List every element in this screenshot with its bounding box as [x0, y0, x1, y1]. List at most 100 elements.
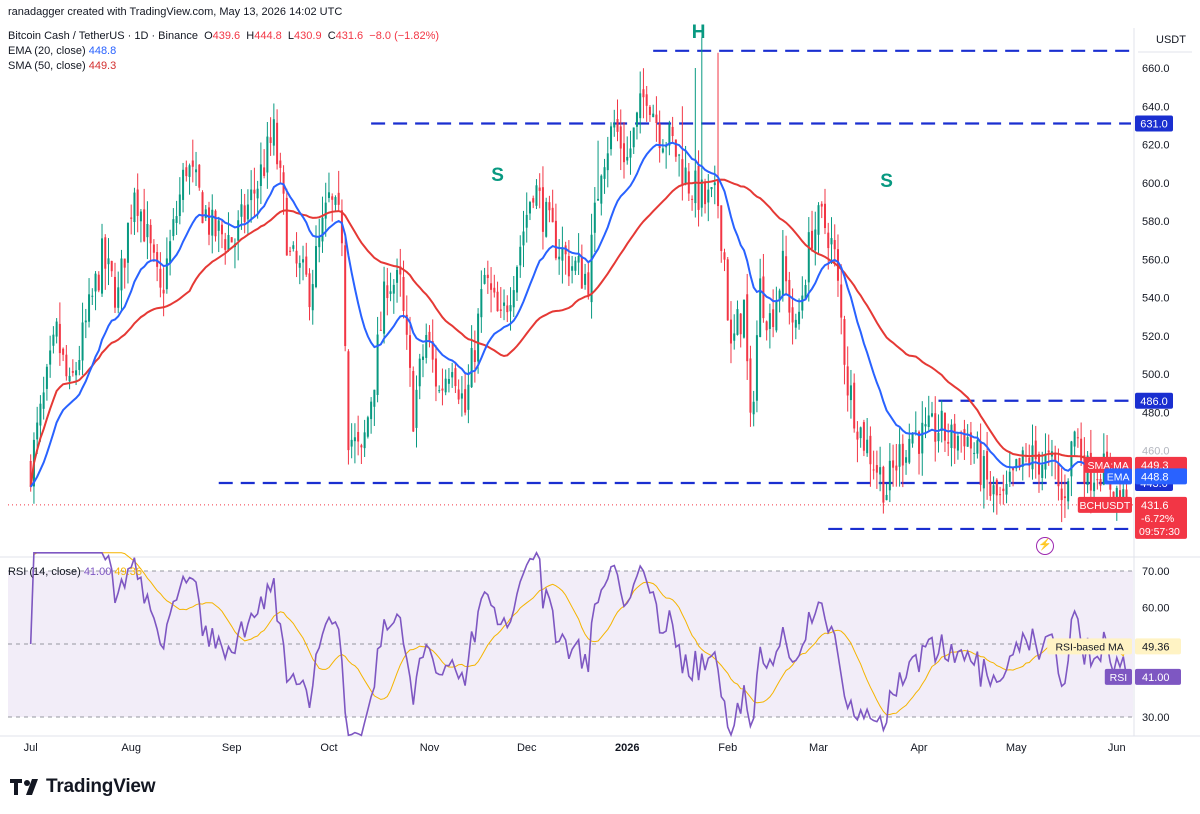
candle[interactable]: [516, 265, 519, 301]
candle[interactable]: [804, 279, 807, 301]
candle[interactable]: [723, 248, 726, 272]
candle[interactable]: [613, 109, 616, 137]
candle[interactable]: [811, 210, 814, 252]
candle[interactable]: [535, 179, 538, 210]
candle[interactable]: [418, 353, 421, 400]
candle[interactable]: [963, 419, 966, 460]
candle[interactable]: [438, 385, 441, 394]
candle[interactable]: [227, 212, 230, 252]
candle[interactable]: [538, 173, 541, 209]
candle[interactable]: [246, 189, 249, 234]
candle[interactable]: [755, 320, 758, 413]
candle[interactable]: [253, 167, 256, 216]
candle[interactable]: [81, 302, 84, 376]
candle[interactable]: [905, 449, 908, 475]
candle[interactable]: [58, 302, 61, 366]
candle[interactable]: [687, 162, 690, 202]
candle[interactable]: [519, 235, 522, 278]
alert-bolt-icon[interactable]: ⚡: [1036, 537, 1054, 555]
candle[interactable]: [772, 289, 775, 338]
candle[interactable]: [639, 71, 642, 134]
candle[interactable]: [943, 412, 946, 452]
candle[interactable]: [428, 325, 431, 348]
candle[interactable]: [846, 346, 849, 412]
candle[interactable]: [444, 369, 447, 396]
candle[interactable]: [901, 434, 904, 488]
candle[interactable]: [817, 202, 820, 255]
candle[interactable]: [632, 127, 635, 155]
candle[interactable]: [133, 187, 136, 235]
candle[interactable]: [493, 274, 496, 298]
candle[interactable]: [918, 430, 921, 475]
candle[interactable]: [658, 110, 661, 163]
candle[interactable]: [392, 279, 395, 314]
candle[interactable]: [584, 263, 587, 290]
candle[interactable]: [973, 442, 976, 464]
candle[interactable]: [849, 369, 852, 419]
candle[interactable]: [785, 235, 788, 296]
candle[interactable]: [266, 122, 269, 189]
candle[interactable]: [986, 431, 989, 500]
candle[interactable]: [363, 419, 366, 457]
candle[interactable]: [1034, 425, 1037, 479]
candle[interactable]: [619, 109, 622, 171]
candle[interactable]: [415, 375, 418, 448]
candle[interactable]: [600, 174, 603, 216]
candle[interactable]: [480, 270, 483, 333]
candle[interactable]: [214, 209, 217, 242]
candle[interactable]: [976, 431, 979, 459]
candle[interactable]: [892, 444, 895, 487]
candle[interactable]: [597, 140, 600, 201]
candle[interactable]: [425, 323, 428, 364]
candle[interactable]: [947, 423, 950, 457]
candle[interactable]: [593, 187, 596, 253]
candle[interactable]: [869, 426, 872, 487]
candle[interactable]: [979, 423, 982, 492]
candle[interactable]: [49, 335, 52, 378]
candle[interactable]: [830, 217, 833, 264]
candle[interactable]: [940, 400, 943, 443]
candle[interactable]: [39, 395, 42, 442]
candle[interactable]: [454, 361, 457, 394]
candle[interactable]: [55, 318, 58, 344]
candle[interactable]: [827, 222, 830, 270]
candle[interactable]: [752, 390, 755, 427]
candle[interactable]: [405, 295, 408, 350]
tradingview-logo[interactable]: TradingView: [10, 776, 156, 798]
candle[interactable]: [285, 188, 288, 256]
candle[interactable]: [872, 450, 875, 480]
candle[interactable]: [908, 423, 911, 465]
candle[interactable]: [554, 203, 557, 261]
candle[interactable]: [610, 122, 613, 156]
candle[interactable]: [88, 278, 91, 328]
candle[interactable]: [230, 237, 233, 243]
candle[interactable]: [558, 239, 561, 275]
candle[interactable]: [739, 312, 742, 348]
candle[interactable]: [765, 320, 768, 341]
candle[interactable]: [65, 345, 68, 381]
candle[interactable]: [412, 366, 415, 433]
candle[interactable]: [421, 344, 424, 378]
candle[interactable]: [652, 104, 655, 118]
candle[interactable]: [1031, 424, 1034, 480]
candle[interactable]: [169, 229, 172, 276]
candle[interactable]: [289, 246, 292, 257]
candle[interactable]: [807, 217, 810, 302]
candle[interactable]: [149, 219, 152, 261]
candle[interactable]: [159, 252, 162, 298]
candle[interactable]: [302, 245, 305, 281]
ema-legend[interactable]: EMA (20, close) 448.8: [8, 45, 117, 57]
candle[interactable]: [1099, 473, 1102, 492]
candle[interactable]: [1018, 457, 1021, 471]
candle[interactable]: [684, 145, 687, 186]
candle[interactable]: [853, 373, 856, 433]
candle[interactable]: [94, 271, 97, 311]
candle[interactable]: [879, 446, 882, 492]
candle[interactable]: [528, 200, 531, 221]
candle[interactable]: [775, 286, 778, 333]
candle[interactable]: [969, 421, 972, 466]
candle[interactable]: [318, 218, 321, 263]
candle[interactable]: [78, 345, 81, 376]
candle[interactable]: [399, 248, 402, 297]
candle[interactable]: [843, 315, 846, 385]
